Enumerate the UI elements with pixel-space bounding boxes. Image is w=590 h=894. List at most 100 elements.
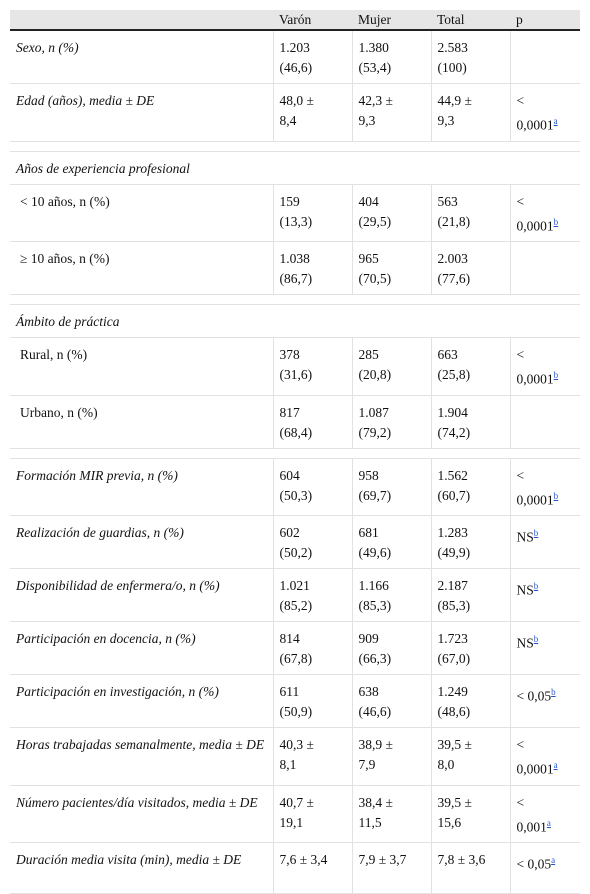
cell-line: 38,4 ± — [358, 794, 393, 810]
cell — [509, 395, 580, 449]
row-label: Formación MIR previa, n (%) — [10, 458, 273, 516]
cell: 604 (50,3) — [272, 458, 352, 516]
footnote-ref: b — [554, 369, 559, 381]
cell-line: 40,3 ± — [279, 737, 314, 752]
cell-line: 2.583 — [437, 40, 468, 55]
cell-line: (50,2) — [279, 545, 313, 560]
cell-line: (46,6) — [358, 704, 392, 719]
data-row: Rural, n (%) 378 (31,6) 285 (20,8) 663 (25,8) <… — [10, 337, 580, 396]
cell: 1.562 (60,7) — [430, 458, 510, 516]
section-title: Ámbito de práctica — [10, 304, 580, 338]
cell: 40,7 ± 19,1 — [272, 785, 352, 843]
cell-line: (77,6) — [437, 271, 471, 286]
cell: 681 (49,6) — [351, 515, 431, 569]
cell-line: 7,6 ± 3,4 — [279, 852, 328, 867]
data-row: Participación en docencia, n (%) 814 (67,8… — [10, 621, 580, 675]
cell: 404 (29,5) — [351, 184, 431, 242]
cell-line: (25,8) — [437, 367, 471, 382]
cell-line: < — [516, 794, 525, 810]
footnote-ref: a — [554, 759, 558, 771]
table-body: Sexo, n (%) 1.203 (46,6) 1.380 (53,4) 2.583 (1… — [10, 30, 580, 894]
cell-line: 1.203 — [279, 40, 310, 55]
cell-line: 1.380 — [358, 40, 389, 55]
cell: 44,9 ± 9,3 — [430, 83, 510, 142]
footnote-link[interactable]: a — [551, 855, 556, 865]
cell-line: 285 — [358, 347, 379, 362]
footnote-link[interactable]: b — [533, 634, 539, 644]
row-label: ≥ 10 años, n (%) — [10, 241, 273, 295]
footnote-ref: a — [551, 854, 555, 866]
cell-line: 0,0001b — [516, 490, 559, 508]
cell: 638 (46,6) — [351, 674, 431, 728]
cell: NSb — [509, 621, 580, 675]
cell: NSb — [509, 515, 580, 569]
cell — [509, 30, 580, 84]
cell: 611 (50,9) — [272, 674, 352, 728]
footnote-link[interactable]: b — [551, 687, 556, 697]
cell-line: 9,3 — [358, 113, 376, 128]
data-row: Horas trabajadas semanalmente, media ± D… — [10, 727, 580, 786]
cell-line: 602 — [279, 525, 300, 540]
cell: <0,0001b — [509, 184, 580, 242]
cell-line: (79,2) — [358, 424, 392, 440]
row-label: Disponibilidad de enfermera/o, n (%) — [10, 568, 273, 622]
footnote-link[interactable]: b — [533, 581, 539, 591]
cell: 40,3 ± 8,1 — [272, 727, 352, 786]
cell-line: (31,6) — [279, 367, 313, 382]
data-row: Edad (años), media ± DE 48,0 ± 8,4 42,3 ± 9,… — [10, 83, 580, 142]
header-cell: p — [510, 10, 580, 31]
cell: 563 (21,8) — [430, 184, 510, 242]
cell-line: 404 — [358, 193, 379, 209]
spacer-cell — [10, 294, 580, 305]
row-label: Sexo, n (%) — [10, 30, 273, 84]
footnote-ref: a — [547, 817, 551, 829]
cell: 1.904 (74,2) — [430, 395, 510, 449]
cell-line: < — [516, 93, 525, 108]
cell-line: < — [516, 193, 525, 209]
cell-line: 39,5 ± — [437, 794, 472, 810]
data-row: ≥ 10 años, n (%) 1.038 (86,7) 965 (70,5) 2.00… — [10, 241, 580, 295]
cell-line: (49,9) — [437, 545, 471, 560]
row-label: Edad (años), media ± DE — [10, 83, 273, 142]
data-row: Sexo, n (%) 1.203 (46,6) 1.380 (53,4) 2.583 (1… — [10, 30, 580, 84]
cell: 1.021 (85,2) — [272, 568, 352, 622]
data-row: < 10 años, n (%) 159 (13,3) 404 (29,5) 563 (21… — [10, 184, 580, 242]
cell: 1.249 (48,6) — [430, 674, 510, 728]
footnote-ref: a — [554, 115, 558, 127]
cell-line: 0,0001b — [516, 369, 559, 387]
footnote-ref: b — [534, 580, 539, 592]
cell-line: 42,3 ± — [358, 93, 393, 108]
cell-line: 1.038 — [279, 251, 310, 266]
cell-line: (50,3) — [279, 487, 313, 503]
footnote-link[interactable]: b — [553, 216, 559, 227]
row-label: Rural, n (%) — [10, 337, 273, 396]
cell-line: (70,5) — [358, 271, 392, 286]
data-row: Formación MIR previa, n (%) 604 (50,3) 958 (… — [10, 458, 580, 516]
footnote-ref: b — [534, 527, 539, 539]
cell-line: NSb — [516, 634, 539, 651]
spacer-row — [10, 294, 580, 305]
section-title: Años de experiencia profesional — [10, 151, 580, 185]
footnote-link[interactable]: a — [553, 760, 558, 770]
cell-line: < 0,05b — [516, 687, 556, 704]
cell: <0,0001a — [509, 83, 580, 142]
cell: 817 (68,4) — [272, 395, 352, 449]
cell-line: (69,7) — [358, 487, 392, 503]
cell-line: (48,6) — [437, 704, 471, 719]
cell: 2.583 (100) — [430, 30, 510, 84]
cell-line: (13,3) — [279, 213, 313, 229]
header-cell: Total — [431, 10, 510, 31]
cell-line: NSb — [516, 580, 539, 598]
footnote-link[interactable]: b — [553, 370, 559, 380]
row-label: Horas trabajadas semanalmente, media ± D… — [10, 727, 273, 786]
spacer-cell — [10, 448, 580, 459]
cell: 958 (69,7) — [351, 458, 431, 516]
footnote-link[interactable]: b — [533, 528, 539, 538]
footnote-link[interactable]: b — [553, 490, 559, 501]
footnote-link[interactable]: a — [546, 817, 551, 828]
cell-line: (53,4) — [358, 60, 392, 75]
footnote-link[interactable]: a — [553, 116, 558, 126]
cell-line: 7,9 ± 3,7 — [358, 852, 407, 867]
row-label: < 10 años, n (%) — [10, 184, 273, 242]
cell: 2.003 (77,6) — [430, 241, 510, 295]
